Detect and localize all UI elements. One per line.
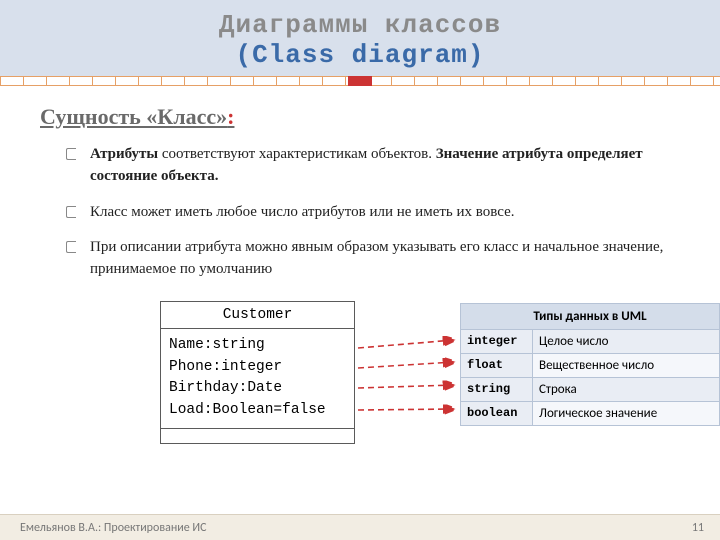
type-code: integer <box>461 329 533 353</box>
class-methods-empty <box>161 429 354 443</box>
types-title: Типы данных в UML <box>461 303 720 329</box>
bullet-bold1: Атрибуты <box>90 146 158 162</box>
class-attrs: Name:string Phone:integer Birthday:Date … <box>161 329 354 429</box>
table-row: booleanЛогическое значение <box>461 401 720 425</box>
bullet-item: Класс может иметь любое число атрибутов … <box>66 202 680 238</box>
arrow-path <box>358 340 454 348</box>
class-name: Customer <box>161 302 354 329</box>
type-desc: Целое число <box>533 329 720 353</box>
type-code: boolean <box>461 401 533 425</box>
bullet-item: Атрибуты соответствуют характеристикам о… <box>66 144 680 202</box>
class-attr: Load:Boolean=false <box>169 400 346 422</box>
subtitle-text: Сущность «Класс» <box>40 104 227 129</box>
footer-author: Емельянов В.А.: Проектирование ИС <box>20 521 207 535</box>
arrow-path <box>358 385 454 388</box>
class-attr: Phone:integer <box>169 357 346 379</box>
type-desc: Логическое значение <box>533 401 720 425</box>
table-row: floatВещественное число <box>461 353 720 377</box>
types-table: Типы данных в UML integerЦелое число flo… <box>460 303 720 426</box>
type-desc: Вещественное число <box>533 353 720 377</box>
arrow-path <box>358 409 454 410</box>
footer: Емельянов В.А.: Проектирование ИС 11 <box>0 514 720 540</box>
subtitle: Сущность «Класс»: <box>40 104 680 130</box>
type-code: string <box>461 377 533 401</box>
title-line1: Диаграммы классов <box>0 10 720 40</box>
bullet-text3: При описании атрибута можно явным образо… <box>90 239 663 277</box>
class-attr: Birthday:Date <box>169 378 346 400</box>
title-line2: (Class diagram) <box>0 40 720 70</box>
type-desc: Строка <box>533 377 720 401</box>
arrow-path <box>358 362 454 368</box>
bullet-text1: соответствуют характеристикам объектов. <box>158 146 436 162</box>
table-row: stringСтрока <box>461 377 720 401</box>
uml-class-box: Customer Name:string Phone:integer Birth… <box>160 301 355 444</box>
table-row: integerЦелое число <box>461 329 720 353</box>
type-code: float <box>461 353 533 377</box>
class-attr: Name:string <box>169 335 346 357</box>
diagram-area: Customer Name:string Phone:integer Birth… <box>40 301 680 491</box>
bullet-item: При описании атрибута можно явным образо… <box>66 237 680 295</box>
bullet-list: Атрибуты соответствуют характеристикам о… <box>66 144 680 295</box>
divider-ticks <box>0 76 720 86</box>
title-band: Диаграммы классов (Class diagram) <box>0 0 720 76</box>
subtitle-colon: : <box>227 104 234 129</box>
bullet-text2: Класс может иметь любое число атрибутов … <box>90 204 515 220</box>
footer-page: 11 <box>692 521 704 535</box>
accent-red-box <box>348 76 372 86</box>
content-area: Сущность «Класс»: Атрибуты соответствуют… <box>0 86 720 491</box>
